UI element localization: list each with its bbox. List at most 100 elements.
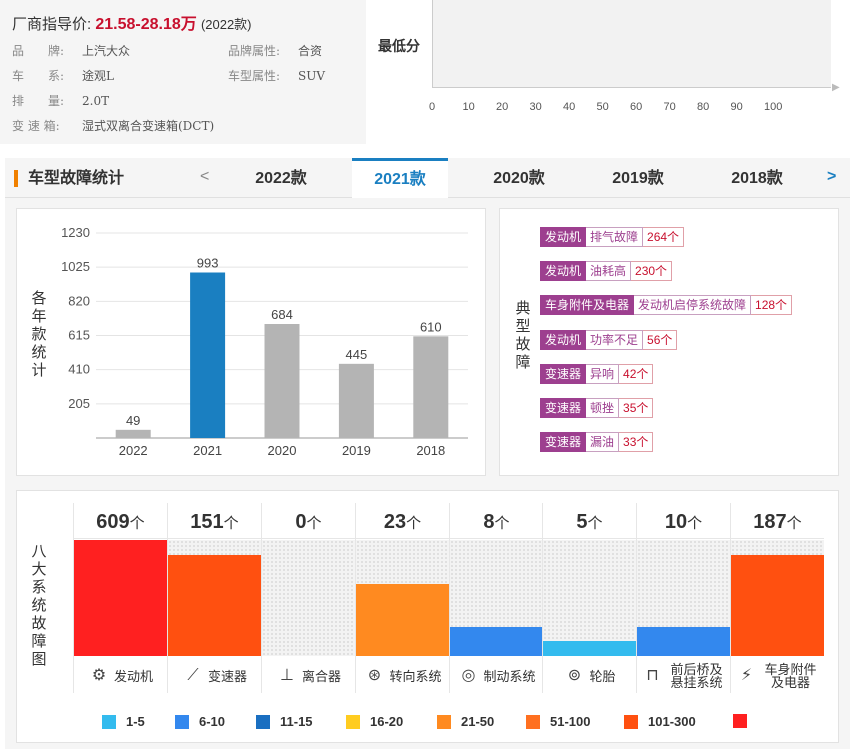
label-char: 各: [31, 290, 47, 307]
typical-fault-item[interactable]: 车身附件及电器 发动机启停系统故障 128个: [540, 295, 793, 315]
typical-fault-item[interactable]: 变速器 漏油 33个: [540, 432, 654, 452]
label-char: 大: [31, 561, 47, 578]
legend-swatch: [437, 714, 451, 729]
legend-swatch: [175, 714, 189, 729]
legend-item: 16-20: [346, 714, 403, 729]
system-column[interactable]: 151个 ⟋ 变速器: [167, 503, 261, 693]
engine-icon: ⚙: [91, 667, 107, 684]
label-char: 款: [31, 326, 47, 343]
system-count-value: 10: [664, 511, 688, 533]
spec-label: 变 速 箱:: [12, 119, 60, 133]
system-name-cell: ⊚ 轮胎: [543, 656, 636, 696]
tab-2019[interactable]: 2019款: [612, 170, 664, 187]
legend-item: 11-15: [256, 714, 313, 729]
system-count: 0个: [262, 503, 355, 539]
label-char: 典: [515, 300, 531, 317]
typical-fault-item[interactable]: 发动机 排气故障 264个: [540, 227, 685, 247]
fault-description: 异响: [586, 364, 620, 384]
fault-category: 变速器: [540, 398, 587, 418]
typical-fault-item[interactable]: 变速器 顿挫 35个: [540, 398, 654, 418]
bar-value-label: 610: [420, 319, 442, 334]
bar-value-label: 445: [346, 347, 368, 362]
spec-value: 途观L: [82, 69, 114, 83]
system-column[interactable]: 10个 ⊓ 前后桥及悬挂系统: [636, 503, 730, 693]
fault-category: 发动机: [540, 261, 587, 281]
y-tick-label: 1025: [61, 259, 90, 274]
label-char: 障: [31, 633, 47, 650]
system-name: 前后桥及悬挂系统: [670, 662, 723, 690]
system-count-value: 187: [753, 511, 787, 533]
system-count: 10个: [637, 503, 730, 539]
fault-description: 功率不足: [586, 330, 644, 350]
system-count-unit: 个: [687, 515, 703, 532]
legend-item: 1-5: [102, 714, 145, 729]
system-count-value: 609: [96, 511, 130, 533]
tab-2020[interactable]: 2020款: [493, 170, 545, 187]
year-chart-label: 各 年 款 统 计: [29, 290, 49, 380]
typical-fault-item[interactable]: 发动机 功率不足 56个: [540, 330, 678, 350]
label-char: 统: [31, 597, 47, 614]
y-tick-label: 1230: [61, 225, 90, 240]
tab-2018[interactable]: 2018款: [731, 170, 783, 187]
score-plot-area: [432, 0, 831, 88]
spec-label: 车型属性:: [228, 69, 281, 83]
score-tick-label: 40: [563, 101, 576, 113]
next-arrow-icon[interactable]: >: [827, 168, 837, 185]
system-bar-track: [637, 540, 730, 656]
system-bar: [356, 584, 449, 656]
system-name: 发动机: [113, 668, 153, 684]
spec-displacement: 排 量: 2.0T: [12, 92, 109, 109]
system-column[interactable]: 8个 ◎ 制动系统: [449, 503, 543, 693]
system-name-cell: ⟋ 变速器: [168, 656, 261, 696]
bar-value-label: 993: [197, 256, 219, 271]
spec-label: 车 系:: [12, 69, 65, 83]
system-name-cell: ⚡ 车身附件及电器: [731, 656, 824, 696]
legend-swatch: [733, 714, 747, 728]
system-column[interactable]: 23个 ⊛ 转向系统: [355, 503, 449, 693]
system-column[interactable]: 5个 ⊚ 轮胎: [542, 503, 636, 693]
bar-value-label: 684: [271, 307, 293, 322]
price-year: (2022款): [200, 17, 252, 32]
bar-2020[interactable]: [264, 324, 300, 438]
system-bar: [74, 540, 167, 656]
system-name-cell: ⊥ 离合器: [262, 656, 355, 696]
gearshift-icon: ⟋: [187, 667, 199, 684]
system-count-unit: 个: [129, 515, 145, 532]
legend-swatch: [256, 714, 270, 729]
label-char: 八: [31, 543, 47, 560]
system-name: 制动系统: [483, 668, 536, 684]
fault-category: 变速器: [540, 432, 587, 452]
bar-2021[interactable]: [190, 272, 226, 439]
spec-label: 品 牌:: [12, 44, 65, 58]
bar-2018[interactable]: [413, 336, 449, 438]
tire-icon: ⊚: [567, 667, 582, 684]
fault-count: 230个: [631, 261, 673, 281]
fault-description: 顿挫: [586, 398, 620, 418]
typical-fault-item[interactable]: 发动机 油耗高 230个: [540, 261, 673, 281]
bar-2022[interactable]: [115, 429, 151, 438]
x-tick-label: 2018: [416, 443, 445, 458]
prev-arrow-icon[interactable]: <: [200, 168, 210, 185]
tab-2022[interactable]: 2022款: [255, 170, 307, 187]
system-bar-track: [450, 540, 543, 656]
system-column[interactable]: 0个 ⊥ 离合器: [261, 503, 355, 693]
tab-2021[interactable]: 2021款: [352, 158, 448, 198]
label-char: 故: [515, 336, 531, 353]
x-tick-label: 2022: [119, 443, 148, 458]
fault-description: 排气故障: [586, 227, 644, 247]
bar-value-label: 49: [126, 413, 140, 428]
typical-fault-item[interactable]: 变速器 异响 42个: [540, 364, 654, 384]
price-line: 厂商指导价: 21.58-28.18万 (2022款): [12, 10, 252, 34]
system-count: 8个: [450, 503, 543, 539]
system-count-value: 8: [483, 511, 495, 533]
section-title: 车型故障统计: [14, 170, 124, 187]
bar-2019[interactable]: [338, 363, 374, 438]
battery-icon: ⚡: [740, 667, 753, 684]
system-count-unit: 个: [786, 515, 802, 532]
label-char: 计: [31, 362, 47, 379]
legend-swatch: [526, 714, 540, 729]
spec-value: 合资: [298, 44, 323, 58]
spec-value: 湿式双离合变速箱(DCT): [82, 119, 215, 133]
system-column[interactable]: 187个 ⚡ 车身附件及电器: [730, 503, 824, 693]
system-column[interactable]: 609个 ⚙ 发动机: [73, 503, 167, 693]
